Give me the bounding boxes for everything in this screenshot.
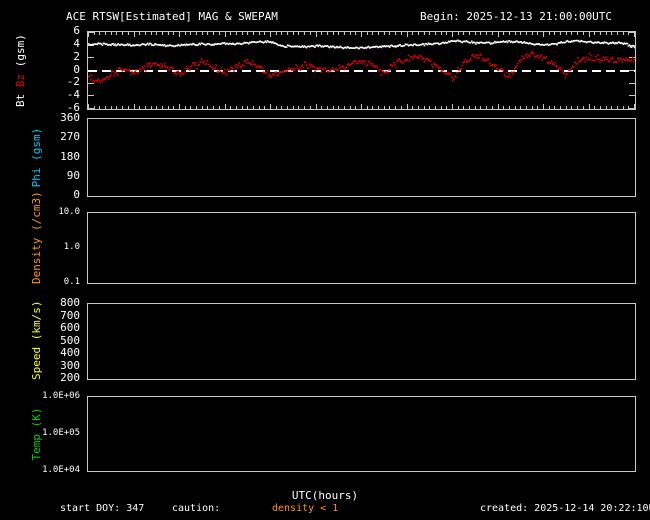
panel-bt-bz bbox=[87, 31, 636, 110]
y-ticks-speed: 800 700 600 500 400 300 200 bbox=[34, 297, 80, 384]
y-tick-label: 180 bbox=[60, 149, 80, 163]
plot-area-temp bbox=[88, 397, 635, 471]
y-tick-label: 1.0E+06 bbox=[42, 391, 80, 401]
y-tick-label: 200 bbox=[60, 371, 80, 384]
panel-speed bbox=[87, 303, 636, 380]
y-tick-label: 0.1 bbox=[63, 277, 80, 287]
y-axis-label-bt-bz: Bt Bz (gsm) bbox=[14, 31, 27, 110]
y-tick-label: 300 bbox=[60, 358, 80, 372]
y-axis-label-part: Bt bbox=[14, 87, 27, 107]
x-axis-ticks bbox=[0, 476, 650, 490]
y-tick-label: 500 bbox=[60, 333, 80, 347]
y-tick-label: -4 bbox=[66, 88, 80, 102]
page-title: ACE RTSW[Estimated] MAG & SWEPAM bbox=[66, 10, 278, 23]
y-tick-label: 0 bbox=[73, 62, 80, 76]
y-ticks-phi: 360 270 180 90 0 bbox=[34, 112, 80, 201]
y-tick-label: 6 bbox=[73, 24, 80, 37]
y-tick-label: 400 bbox=[60, 346, 80, 359]
y-tick-label: 1.0E+04 bbox=[42, 465, 80, 475]
panel-phi bbox=[87, 118, 636, 197]
y-tick-label: 0 bbox=[73, 188, 80, 201]
y-tick-label: -2 bbox=[66, 75, 80, 89]
start-doy-label: start DOY: 347 bbox=[60, 503, 145, 514]
plot-area-phi bbox=[88, 119, 635, 196]
plot-area-bt-bz bbox=[88, 32, 635, 109]
panel-density bbox=[87, 212, 636, 284]
begin-timestamp: Begin: 2025-12-13 21:00:00UTC bbox=[420, 10, 613, 23]
plot-area-density bbox=[88, 213, 635, 283]
y-tick-label: 1.0 bbox=[63, 242, 80, 252]
y-tick-label: -6 bbox=[66, 101, 80, 114]
y-tick-label: 1.0E+05 bbox=[42, 428, 80, 438]
y-tick-label: 800 bbox=[60, 296, 80, 309]
y-ticks-bt-bz: 6 4 2 0 -2 -4 -6 bbox=[34, 25, 80, 114]
created-timestamp: created: 2025-12-14 20:22:10UTC bbox=[480, 503, 650, 514]
y-axis-label-part: (gsm) bbox=[14, 34, 27, 68]
panel-temp bbox=[87, 396, 636, 472]
y-axis-label-part: Bz bbox=[14, 67, 27, 88]
y-tick-label: 600 bbox=[60, 321, 80, 334]
y-tick-label: 10.0 bbox=[58, 207, 80, 217]
y-tick-label: 270 bbox=[60, 130, 80, 144]
x-axis-title: UTC(hours) bbox=[291, 489, 359, 502]
y-ticks-density: 10.0 1.0 0.1 bbox=[34, 208, 80, 287]
y-tick-label: 4 bbox=[73, 36, 80, 50]
caution-label: caution: bbox=[172, 503, 221, 514]
y-tick-label: 700 bbox=[60, 308, 80, 322]
plot-area-speed bbox=[88, 304, 635, 379]
y-ticks-temp: 1.0E+06 1.0E+05 1.0E+04 bbox=[34, 392, 80, 475]
y-tick-label: 360 bbox=[60, 111, 80, 124]
y-tick-label: 2 bbox=[73, 49, 80, 63]
y-tick-label: 90 bbox=[66, 168, 80, 182]
caution-condition: density < 1 bbox=[272, 503, 339, 514]
